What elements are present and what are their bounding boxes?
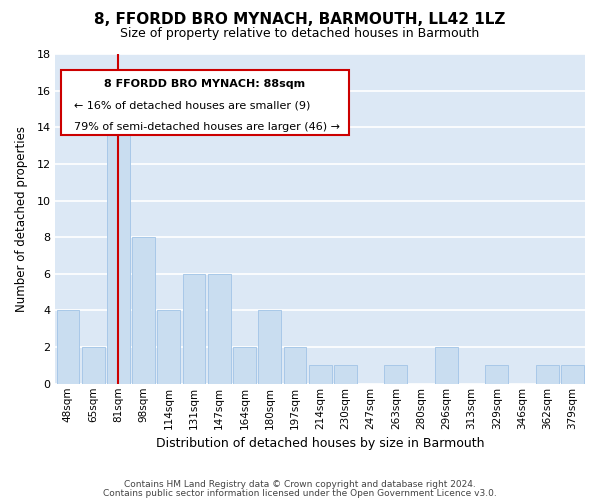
Bar (284, 347, 306, 384)
Bar (132, 237, 155, 384)
Text: Size of property relative to detached houses in Barmouth: Size of property relative to detached ho… (121, 28, 479, 40)
Text: 8, FFORDD BRO MYNACH, BARMOUTH, LL42 1LZ: 8, FFORDD BRO MYNACH, BARMOUTH, LL42 1LZ (94, 12, 506, 28)
Y-axis label: Number of detached properties: Number of detached properties (15, 126, 28, 312)
Bar (561, 366, 584, 384)
Bar (536, 366, 559, 384)
Bar (56, 310, 79, 384)
Bar (309, 366, 332, 384)
Bar (259, 310, 281, 384)
Text: 79% of semi-detached houses are larger (46) →: 79% of semi-detached houses are larger (… (74, 122, 340, 132)
Bar (82, 347, 104, 384)
Text: Contains HM Land Registry data © Crown copyright and database right 2024.: Contains HM Land Registry data © Crown c… (124, 480, 476, 489)
Bar (385, 366, 407, 384)
X-axis label: Distribution of detached houses by size in Barmouth: Distribution of detached houses by size … (156, 437, 484, 450)
Text: Contains public sector information licensed under the Open Government Licence v3: Contains public sector information licen… (103, 488, 497, 498)
Bar (182, 274, 205, 384)
Text: 8 FFORDD BRO MYNACH: 88sqm: 8 FFORDD BRO MYNACH: 88sqm (104, 78, 305, 88)
FancyBboxPatch shape (61, 70, 349, 135)
Bar (435, 347, 458, 384)
Bar (157, 310, 180, 384)
Bar (208, 274, 230, 384)
Bar (334, 366, 357, 384)
Text: ← 16% of detached houses are smaller (9): ← 16% of detached houses are smaller (9) (74, 100, 310, 110)
Bar (107, 128, 130, 384)
Bar (233, 347, 256, 384)
Bar (485, 366, 508, 384)
